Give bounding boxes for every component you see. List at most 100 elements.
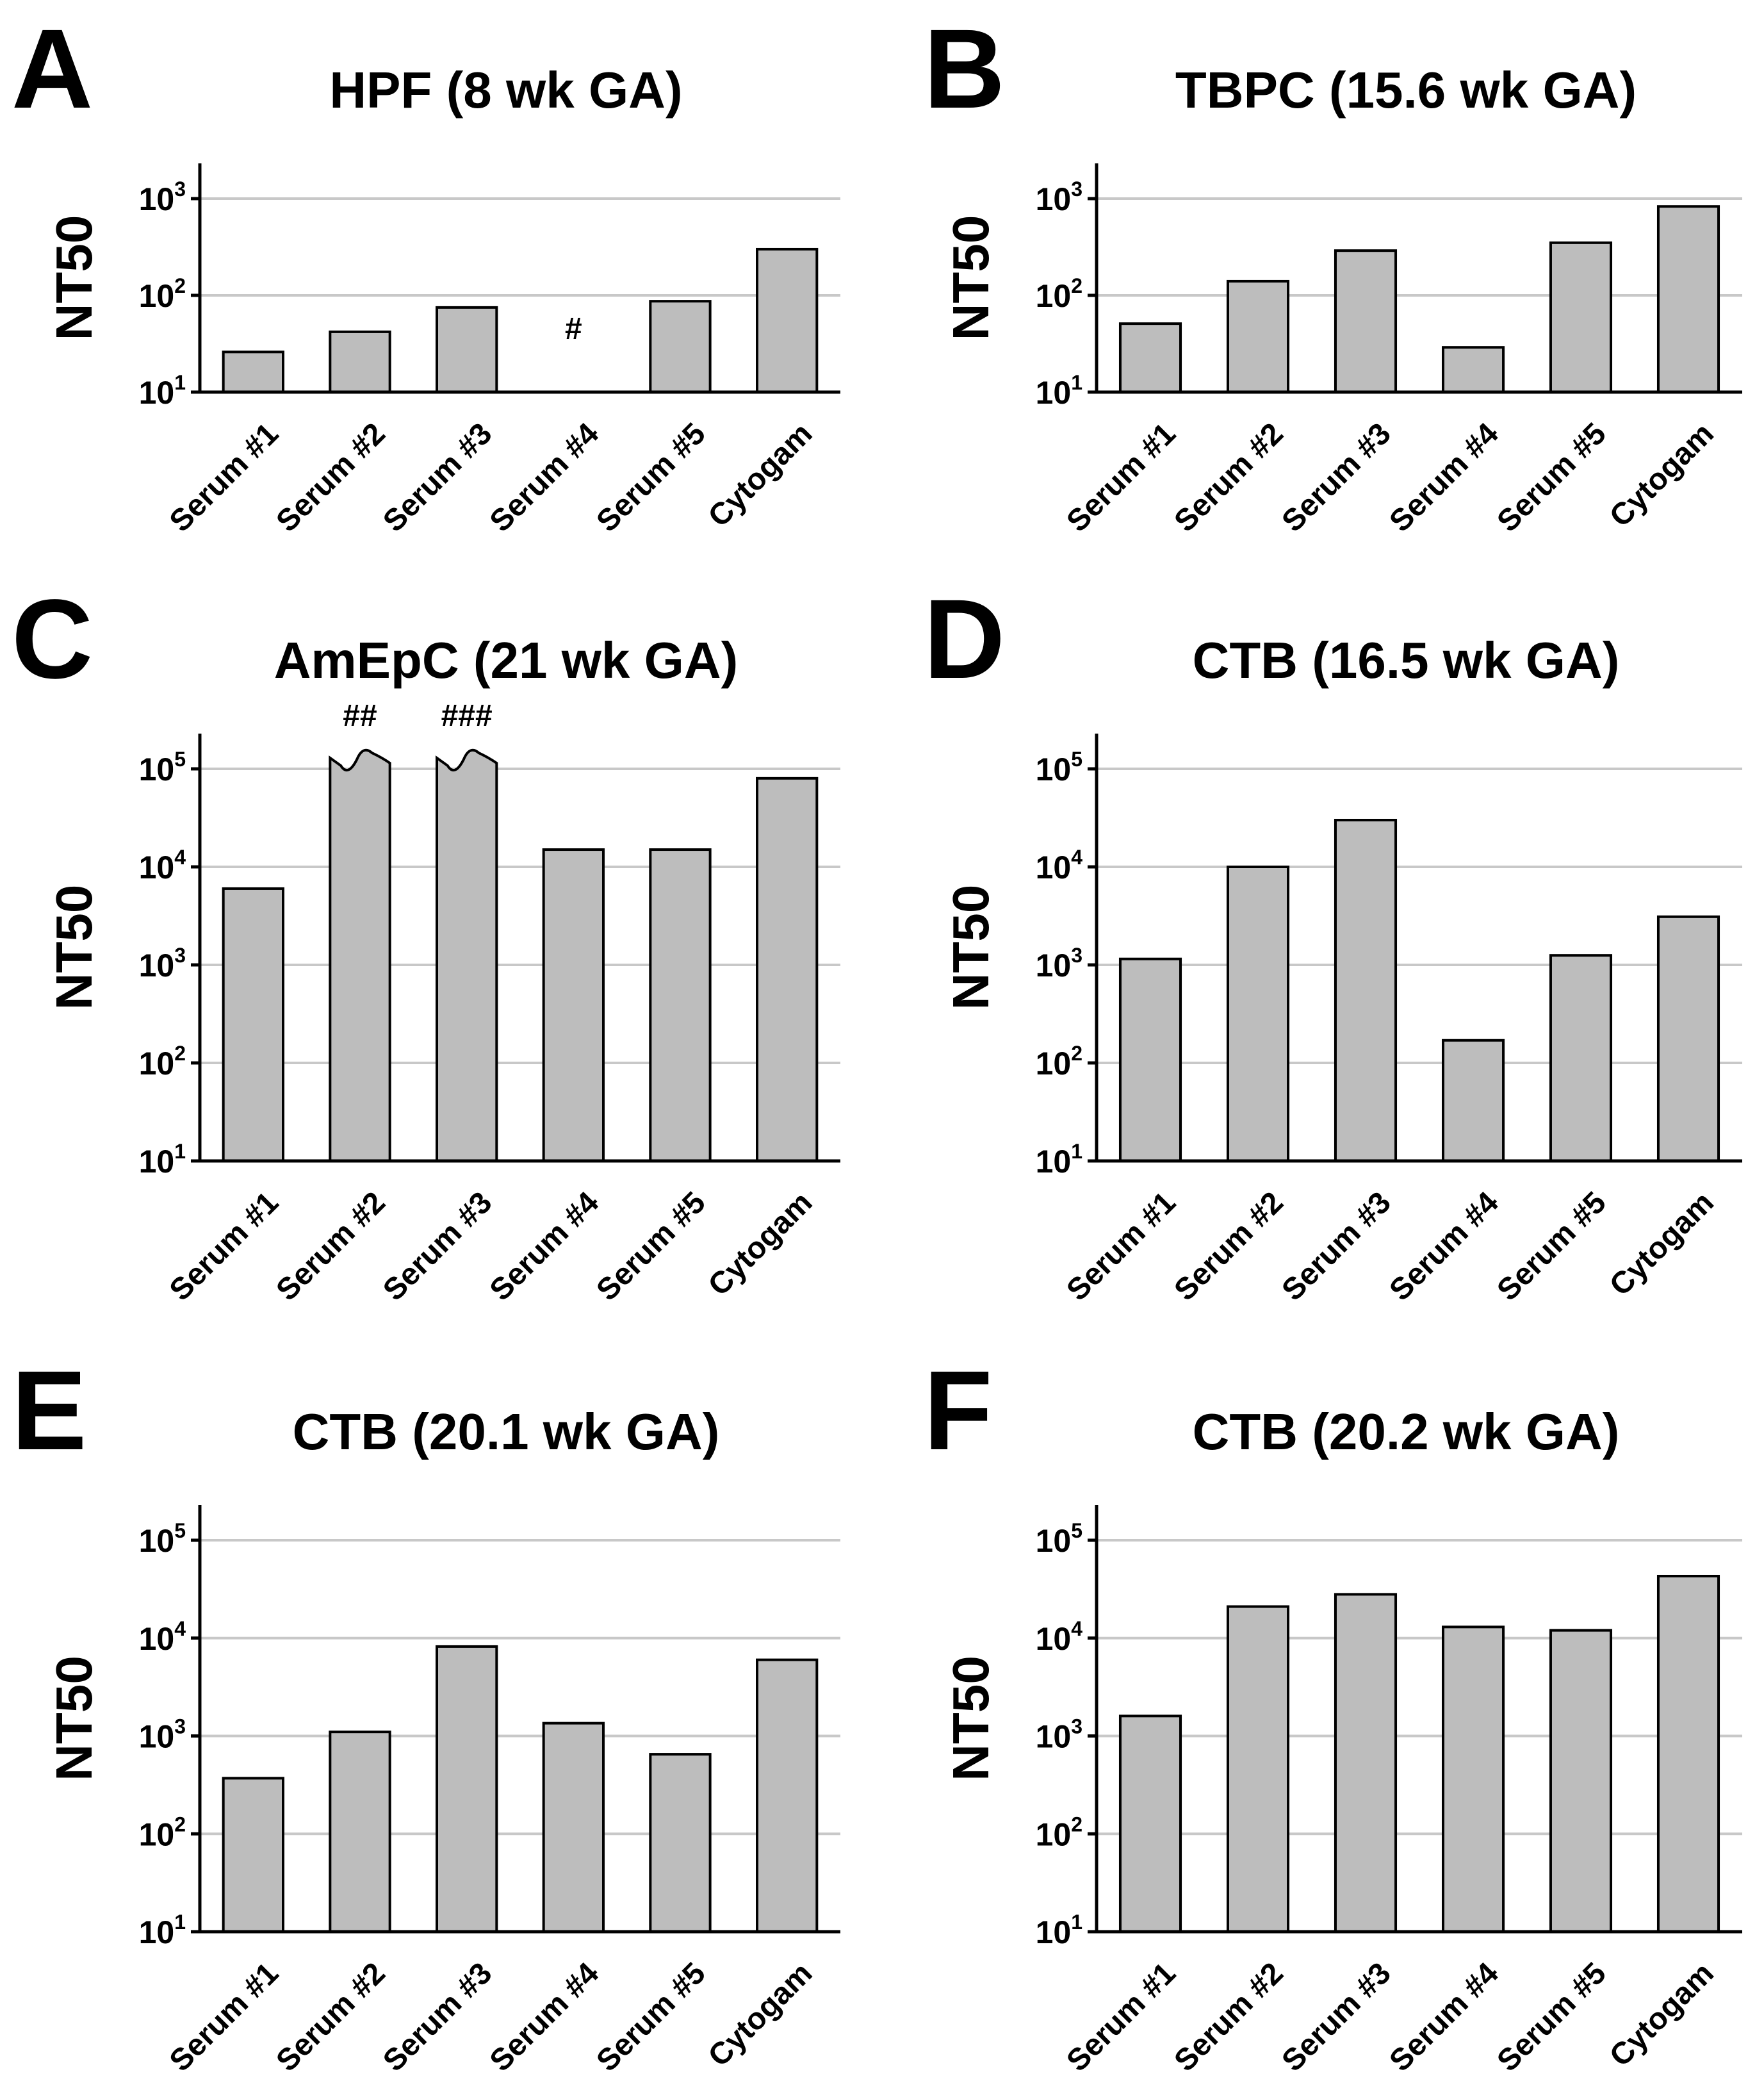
category-label: Serum #2	[1168, 416, 1289, 538]
bar	[756, 1658, 819, 1934]
bar	[1118, 322, 1182, 393]
category-label: Serum #3	[1275, 1956, 1397, 2078]
bar	[1549, 241, 1613, 394]
category-label: Serum #4	[1383, 1185, 1505, 1308]
category-label: Cytogam	[702, 1956, 819, 2073]
bar	[436, 748, 498, 1162]
panel-title: CTB (20.1 wk GA)	[293, 1403, 720, 1460]
category-label: Serum #1	[1060, 1185, 1182, 1307]
y-tick-label: 102	[1036, 1813, 1082, 1852]
panel-title: HPF (8 wk GA)	[329, 62, 682, 119]
category-label: Serum #2	[270, 1185, 391, 1307]
annotation: #	[565, 312, 582, 346]
panel-letter: B	[924, 6, 1005, 132]
panel-letter: C	[12, 577, 93, 702]
category-label: Serum #4	[484, 1185, 606, 1308]
category-label: Serum #5	[1490, 1956, 1612, 2078]
category-label: Serum #2	[1168, 1185, 1289, 1307]
y-tick-label: 105	[139, 748, 186, 787]
y-axis-label: NT50	[942, 885, 999, 1010]
y-tick-label: 103	[139, 944, 186, 983]
y-tick-label: 105	[1036, 748, 1082, 787]
bar	[649, 300, 712, 393]
category-label: Serum #2	[270, 416, 391, 538]
bar	[1334, 819, 1398, 1163]
panel-letter: D	[924, 577, 1005, 702]
y-tick-label: 104	[139, 846, 186, 885]
category-label: Cytogam	[1603, 416, 1720, 534]
y-axis-label: NT50	[942, 215, 999, 341]
bar	[1656, 915, 1720, 1162]
panel-title: CTB (20.2 wk GA)	[1193, 1403, 1620, 1460]
bar	[436, 306, 498, 393]
category-label: Serum #1	[163, 1185, 285, 1307]
category-label: Serum #3	[1275, 416, 1397, 538]
y-tick-label: 103	[139, 177, 186, 217]
y-tick-label: 102	[1036, 1042, 1082, 1081]
bar	[542, 1722, 605, 1934]
y-tick-label: 105	[1036, 1519, 1082, 1559]
category-label: Serum #5	[590, 416, 712, 538]
panel-title: CTB (16.5 wk GA)	[1193, 632, 1620, 689]
bar	[1226, 1605, 1290, 1933]
bar	[1549, 954, 1613, 1162]
panel-letter: A	[12, 6, 93, 132]
annotation: ###	[441, 699, 493, 733]
category-label: Serum #4	[484, 416, 606, 539]
bar	[1334, 249, 1398, 394]
panel-d: D CTB (16.5 wk GA) 101 102 103 104 105 NT50 Seru…	[924, 577, 1742, 1308]
category-label: Cytogam	[1603, 1956, 1720, 2073]
category-label: Serum #3	[377, 1185, 498, 1307]
y-axis-label: NT50	[45, 1656, 102, 1781]
bar	[329, 748, 391, 1162]
bar	[1656, 205, 1720, 393]
panel-c: C AmEpC (21 wk GA)## ###101102103104105NT5…	[12, 577, 840, 1308]
y-tick-label: 103	[139, 1715, 186, 1755]
y-axis-label: NT50	[45, 215, 102, 341]
y-tick-label: 101	[139, 1140, 186, 1180]
y-tick-label: 105	[139, 1519, 186, 1559]
y-tick-label: 102	[139, 274, 186, 314]
bar	[1334, 1593, 1398, 1933]
annotation: ##	[343, 699, 377, 733]
panel-f: F CTB (20.2 wk GA) 101 102 103 104 105 NT50 Seru…	[924, 1348, 1742, 2078]
bar	[329, 1731, 391, 1933]
category-label: Cytogam	[702, 1185, 819, 1303]
bar	[222, 350, 284, 394]
category-label: Serum #2	[1168, 1956, 1289, 2078]
bar	[542, 848, 605, 1162]
bar	[649, 1753, 712, 1933]
panel-title: TBPC (15.6 wk GA)	[1175, 62, 1637, 119]
category-label: Serum #5	[1490, 416, 1612, 538]
bar	[649, 848, 712, 1162]
y-tick-label: 101	[139, 371, 186, 411]
y-tick-label: 103	[1036, 944, 1082, 983]
category-label: Serum #3	[377, 1956, 498, 2078]
panel-title: AmEpC (21 wk GA)	[274, 632, 739, 689]
category-label: Serum #1	[163, 1956, 285, 2078]
y-tick-label: 102	[139, 1042, 186, 1081]
y-tick-label: 104	[1036, 1617, 1083, 1657]
bar	[1441, 1625, 1505, 1934]
bar	[1118, 957, 1182, 1163]
y-tick-label: 101	[139, 1911, 186, 1950]
y-tick-label: 104	[1036, 846, 1083, 885]
category-label: Serum #3	[1275, 1185, 1397, 1307]
y-tick-label: 102	[1036, 274, 1082, 314]
bar	[329, 330, 391, 393]
bar	[1441, 346, 1505, 394]
bar	[1118, 1715, 1182, 1933]
bar	[1549, 1629, 1613, 1933]
bar	[222, 887, 284, 1162]
category-label: Serum #3	[377, 416, 498, 538]
bar	[1441, 1039, 1505, 1163]
category-label: Serum #4	[1383, 416, 1505, 539]
category-label: Serum #2	[270, 1956, 391, 2078]
category-label: Cytogam	[702, 416, 819, 534]
category-label: Serum #4	[484, 1956, 606, 2078]
bar	[436, 1645, 498, 1934]
bar	[756, 247, 819, 393]
bar	[222, 1777, 284, 1934]
